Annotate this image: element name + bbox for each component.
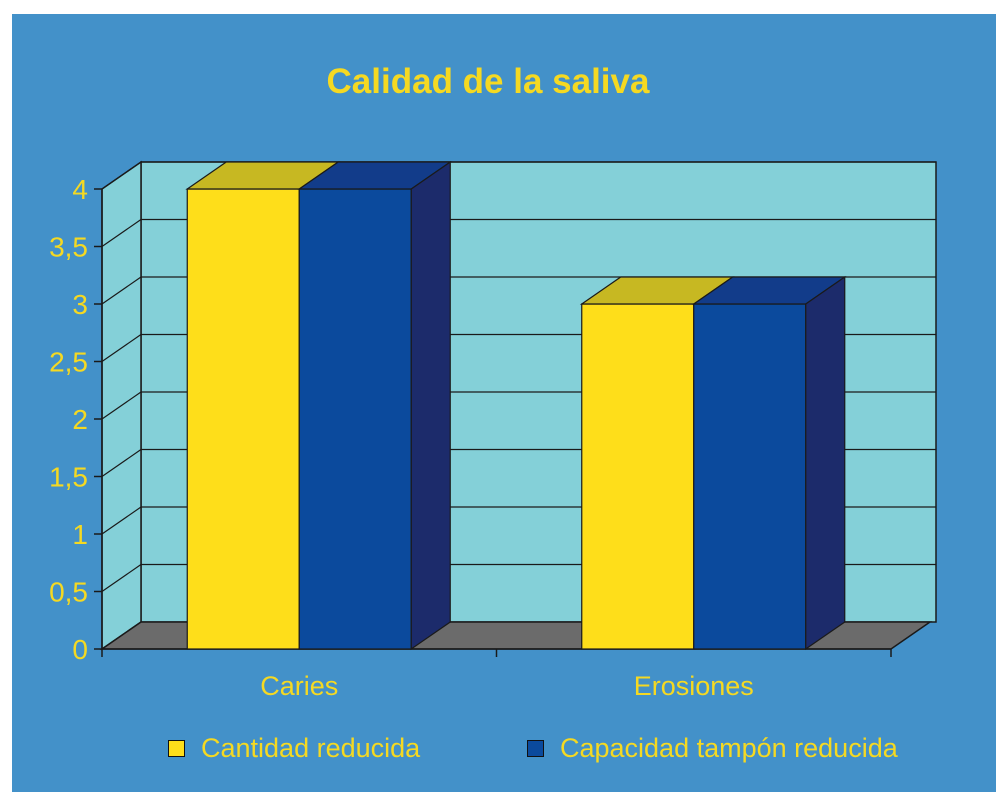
legend-swatch-1 — [527, 739, 544, 757]
legend-label-1: Capacidad tampón reducida — [560, 733, 898, 763]
bar-0-0 — [186, 188, 300, 650]
y-tick-label: 1,5 — [49, 462, 88, 493]
gridline — [101, 218, 936, 247]
y-tick-label: 2,5 — [49, 347, 88, 378]
legend-item-1: Capacidad tampón reducida — [527, 732, 898, 764]
legend-swatch-0 — [168, 739, 185, 757]
legend-label-0: Cantidad reducida — [201, 733, 421, 763]
bar-side-0-1 — [410, 160, 451, 651]
gridline — [101, 161, 936, 190]
bar-0-1 — [298, 188, 412, 650]
bar-side-1-1 — [805, 275, 846, 651]
bar-1-0 — [581, 303, 695, 650]
chart-title: Calidad de la saliva — [326, 62, 650, 101]
y-tick-label: 3,5 — [49, 232, 88, 263]
y-tick-label: 3 — [72, 289, 88, 320]
legend-item-0: Cantidad reducida — [168, 732, 420, 764]
y-tick-label: 0 — [72, 634, 88, 665]
y-tick-label: 1 — [72, 519, 88, 550]
y-tick-label: 0,5 — [49, 577, 88, 608]
y-tick-label: 2 — [72, 404, 88, 435]
x-tick-label: Caries — [260, 671, 338, 701]
x-tick-label: Erosiones — [634, 671, 754, 701]
y-tick-label: 4 — [72, 174, 88, 205]
bar-1-1 — [693, 303, 807, 650]
